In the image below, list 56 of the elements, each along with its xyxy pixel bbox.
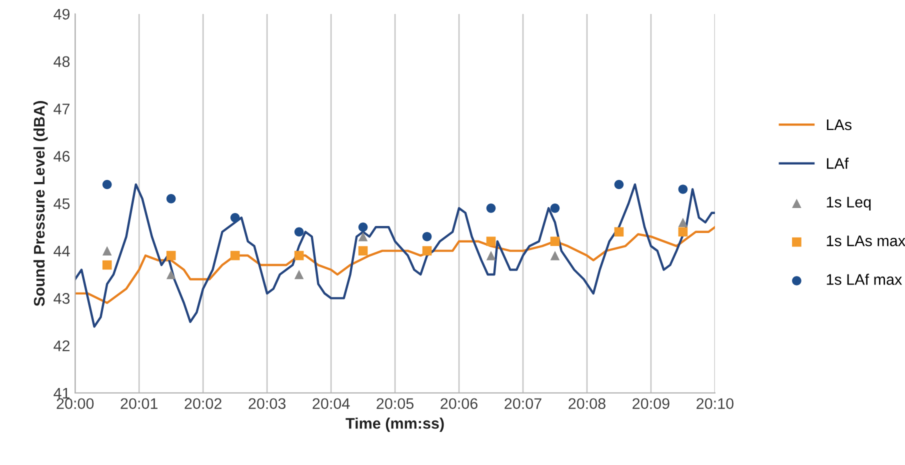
x-tick-label: 20:02 [184, 398, 222, 410]
point [422, 232, 432, 242]
point [294, 227, 304, 237]
point [358, 222, 368, 232]
y-tick-label: 47 [54, 104, 70, 114]
point [230, 250, 240, 260]
point [550, 204, 560, 213]
point [166, 250, 176, 260]
y-tick-label: 44 [54, 246, 70, 256]
line-series [75, 226, 715, 304]
point [614, 227, 624, 237]
x-tick-label: 20:05 [376, 398, 414, 410]
x-tick-label: 20:10 [696, 398, 734, 410]
x-tick-label: 20:00 [56, 398, 94, 410]
point [358, 232, 368, 242]
y-tick-label: 49 [54, 8, 70, 20]
line-series [75, 183, 715, 328]
point [486, 204, 496, 213]
y-tick-label: 45 [54, 198, 70, 210]
point [294, 250, 304, 260]
x-axis-title: Time (mm:ss) [346, 418, 444, 432]
x-tick-label: 20:03 [248, 398, 286, 410]
x-tick-label: 20:09 [632, 398, 670, 410]
x-tick-label: 20:04 [312, 398, 350, 410]
legend-label: LAf [826, 158, 849, 169]
legend-label: 1s LAf max [826, 274, 902, 285]
x-tick-label: 20:07 [504, 398, 542, 410]
point [550, 250, 560, 260]
point [678, 227, 688, 237]
point [678, 218, 688, 228]
y-tick-label: 43 [54, 293, 70, 304]
x-tick-label: 20:06 [440, 398, 478, 410]
point [294, 270, 304, 280]
point [422, 246, 432, 256]
point [102, 260, 112, 270]
point [358, 246, 368, 256]
point [102, 180, 112, 190]
legend-label: 1s Leq [826, 196, 871, 211]
point [614, 180, 624, 190]
y-tick-label: 41 [54, 388, 70, 398]
point [550, 236, 560, 246]
y-tick-label: 46 [54, 150, 70, 162]
y-tick-label: 48 [54, 56, 70, 68]
point [166, 270, 176, 280]
point [230, 212, 240, 222]
legend-label: LAs [826, 120, 852, 130]
y-axis-title: Sound Pressure Level (dBA) [33, 101, 48, 306]
point [678, 184, 688, 194]
x-tick-label: 20:08 [568, 398, 606, 410]
point [486, 250, 496, 260]
point [166, 194, 176, 204]
point [102, 246, 112, 256]
legend-label: 1s LAs max [826, 236, 905, 246]
x-tick-label: 20:01 [120, 398, 158, 410]
y-tick-label: 42 [54, 340, 70, 352]
point [486, 236, 496, 246]
